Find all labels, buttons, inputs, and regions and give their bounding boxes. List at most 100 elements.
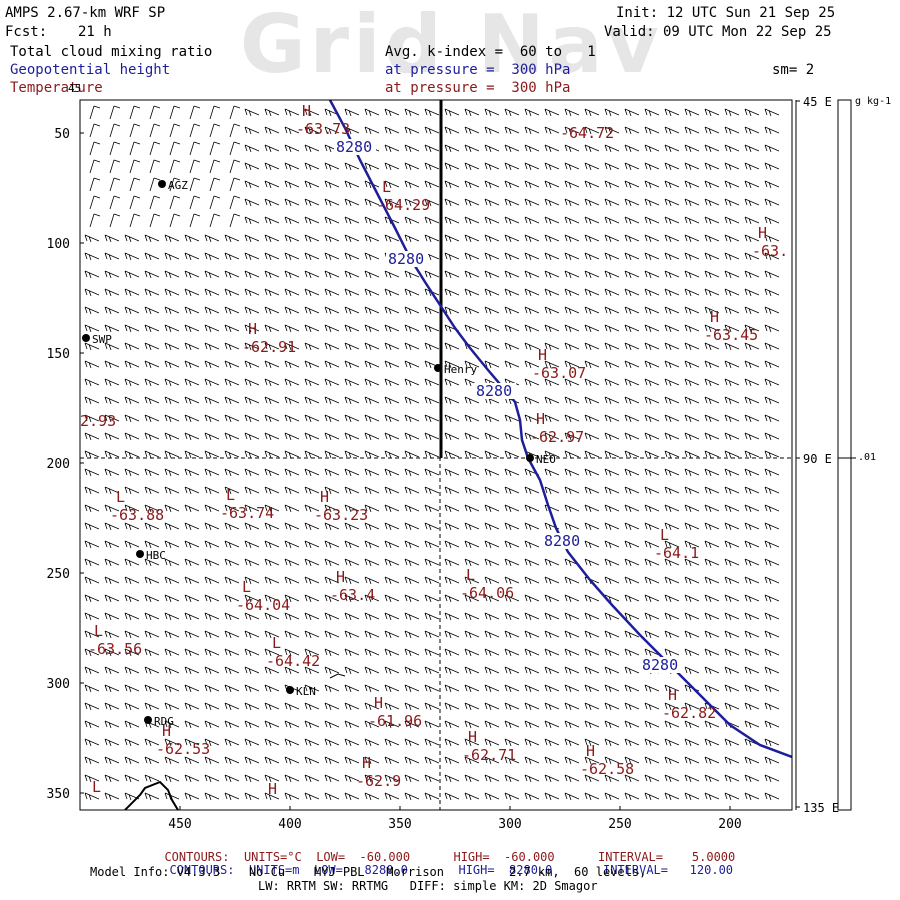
pressure-center-marker: L [272,634,281,652]
wind-barb [404,306,420,315]
wind-barb [364,450,380,459]
wind-barb [184,666,200,675]
wind-barb [384,594,400,603]
wind-barb [664,558,680,567]
wind-barb [104,648,120,657]
wind-barb [684,216,700,225]
wind-barb [704,198,720,207]
wind-barb [169,213,181,228]
wind-barb [704,270,720,279]
pressure-center-marker: H [302,102,311,120]
wind-barb [284,522,300,531]
wind-barb [209,105,221,120]
wind-barb [624,126,640,135]
wind-barb [364,684,380,693]
pressure-center-marker: L [92,778,101,796]
height-contours-legend: CONTOURS: UNITS=m LOW= 8280.0 HIGH= 8280… [155,851,733,877]
wind-barb [84,738,100,747]
wind-barb [724,702,740,711]
wind-barb [224,486,240,495]
wind-barb [384,234,400,243]
wind-barb [169,177,181,192]
wind-barb [664,684,680,693]
wind-barb [624,252,640,261]
wind-barb [664,738,680,747]
wind-barb [144,612,160,621]
wind-barb [424,684,440,693]
wind-barb [104,720,120,729]
wind-barb [684,270,700,279]
wind-barb [84,450,100,459]
wind-barb [604,720,620,729]
wind-barb [724,504,740,513]
wind-barb [144,270,160,279]
coastline [124,780,179,810]
wind-barb [164,288,180,297]
wind-barb [124,648,140,657]
wind-barb [204,306,220,315]
wind-barb [764,342,780,351]
wind-barb [164,774,180,783]
wind-barb [184,774,200,783]
wind-barb [704,396,720,405]
wind-barb [124,270,140,279]
wind-barb [404,594,420,603]
wind-barb [604,702,620,711]
temperature-value-label: -63.23 [314,506,368,524]
wind-barb [444,288,460,297]
wind-barb [504,324,520,333]
wind-barb [124,738,140,747]
wind-barb [144,324,160,333]
wind-barb [604,126,620,135]
wind-barb [464,216,480,225]
wind-barb [444,594,460,603]
wind-barb [584,774,600,783]
wind-barbs [84,105,780,801]
wind-barb [109,195,121,210]
wind-barb [109,213,121,228]
wind-barb [264,630,280,639]
wind-barb [764,180,780,189]
wind-barb [284,612,300,621]
wind-barb [149,159,161,174]
wind-barb [404,396,420,405]
wind-barb [664,522,680,531]
wind-barb [124,666,140,675]
wind-barb [229,141,241,156]
wind-barb [189,105,201,120]
wind-barb [564,378,580,387]
wind-barb [364,702,380,711]
wind-barb [164,414,180,423]
wind-barb [104,432,120,441]
wind-barb [344,702,360,711]
wind-barb [364,216,380,225]
wind-barb [404,756,420,765]
wind-barb [544,126,560,135]
wind-barb [504,558,520,567]
wind-barb [664,432,680,441]
wind-barb [184,414,200,423]
wind-barb [544,630,560,639]
wind-barb [104,522,120,531]
wind-barb [584,666,600,675]
wind-barb [484,414,500,423]
wind-barb [284,180,300,189]
wind-barb [764,252,780,261]
wind-barb [424,738,440,747]
pressure-center-marker: H [268,780,277,798]
wind-barb [384,720,400,729]
wind-barb [464,648,480,657]
wind-barb [164,558,180,567]
temperature-value-label: -62.53 [156,740,210,758]
wind-barb [184,576,200,585]
wind-barb [404,612,420,621]
wind-barb [324,702,340,711]
wind-barb [624,180,640,189]
wind-barb [129,105,141,120]
wind-barb [704,324,720,333]
wind-barb [224,234,240,243]
wind-barb [304,450,320,459]
wind-barb [244,738,260,747]
wind-barb [664,306,680,315]
wind-barb [724,126,740,135]
